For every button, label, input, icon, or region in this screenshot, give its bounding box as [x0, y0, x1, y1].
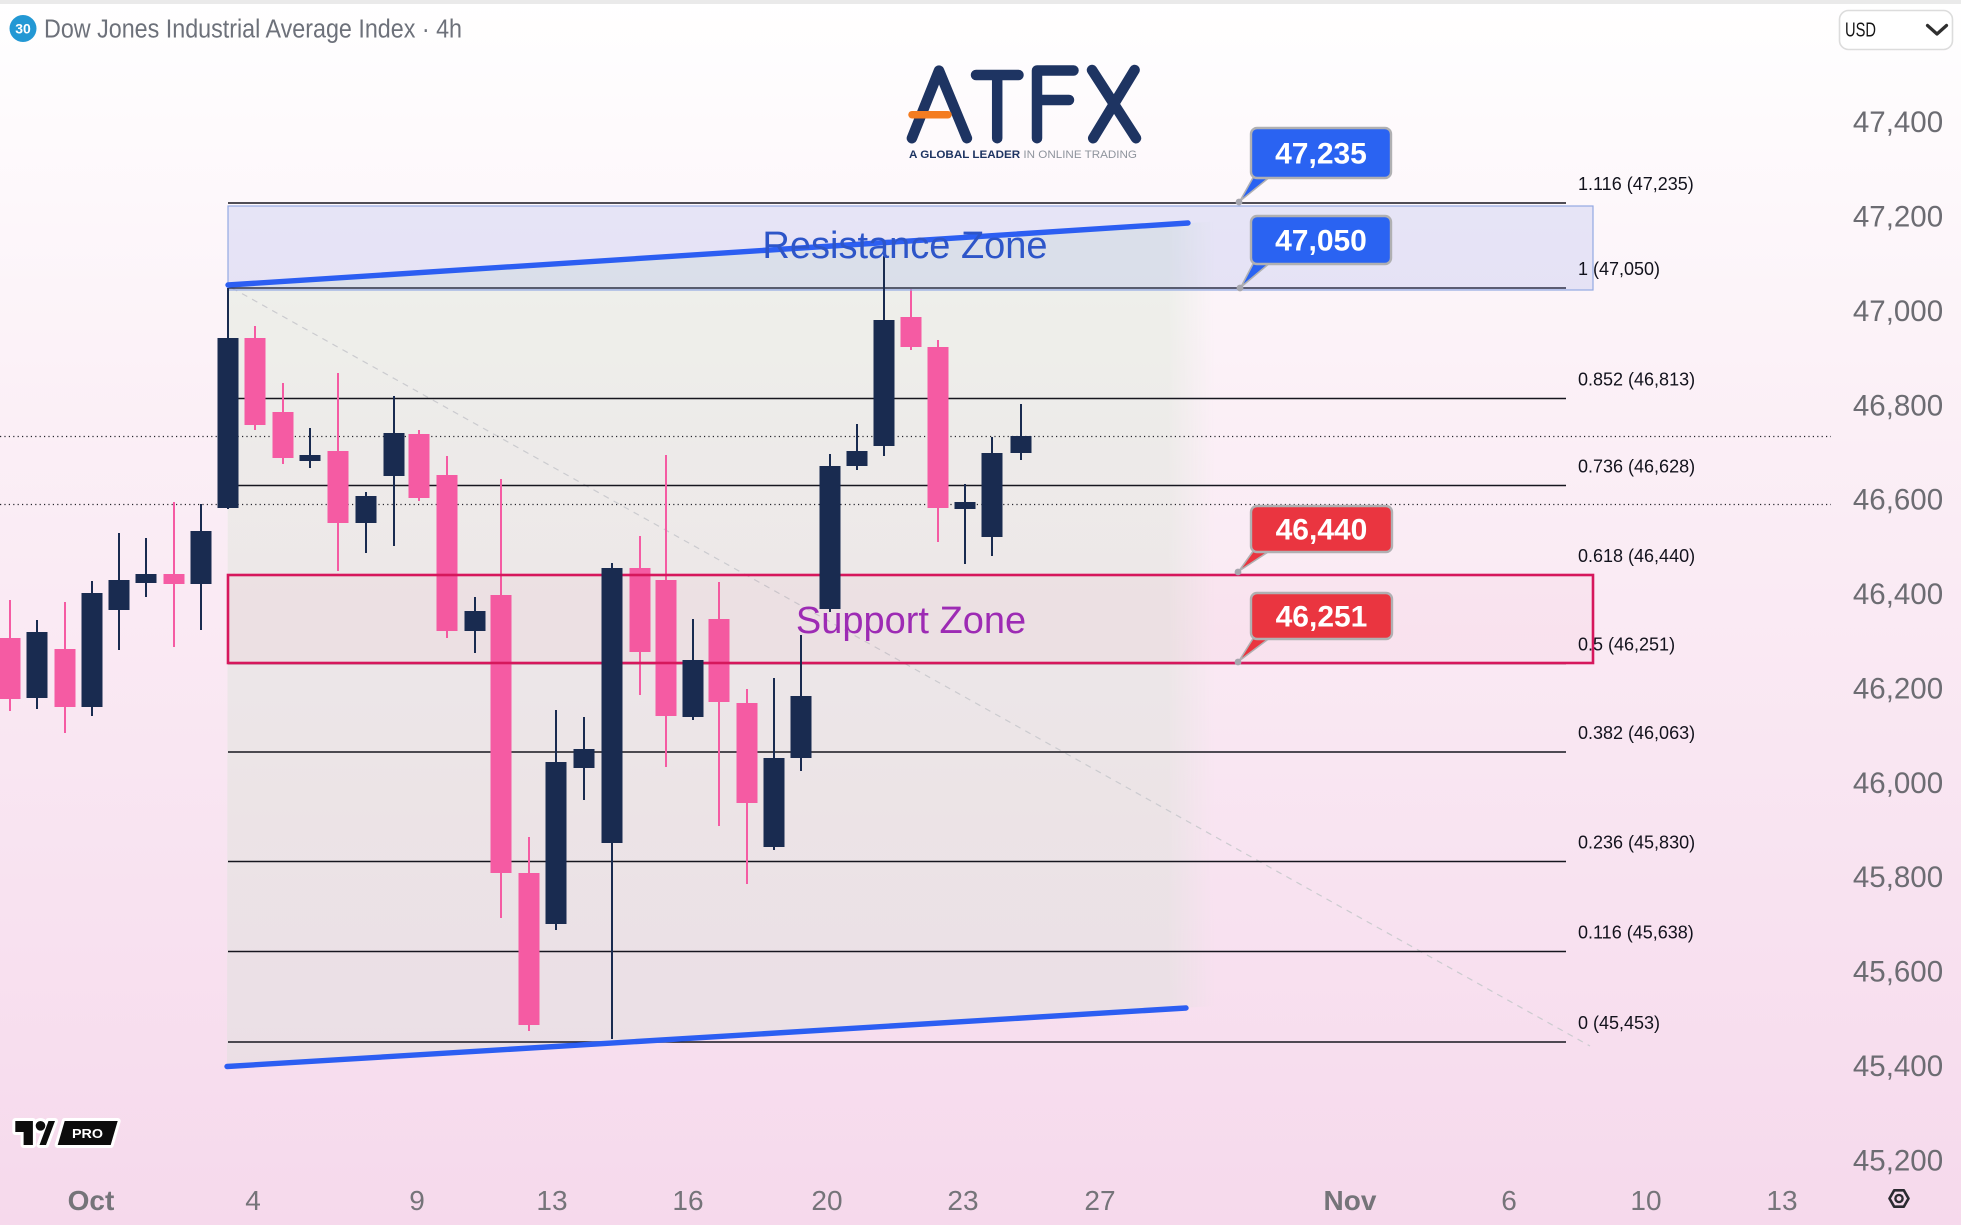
svg-text:Resistance Zone: Resistance Zone: [762, 225, 1047, 267]
svg-text:45,200: 45,200: [1853, 1144, 1943, 1177]
svg-text:47,400: 47,400: [1853, 106, 1943, 139]
svg-text:46,200: 46,200: [1853, 672, 1943, 705]
svg-text:1 (47,050): 1 (47,050): [1578, 259, 1660, 279]
svg-text:46,800: 46,800: [1853, 389, 1943, 422]
svg-text:45,400: 45,400: [1853, 1050, 1943, 1083]
svg-text:45,600: 45,600: [1853, 956, 1943, 989]
svg-text:23: 23: [947, 1185, 978, 1216]
svg-text:46,251: 46,251: [1276, 601, 1368, 634]
svg-text:4: 4: [245, 1185, 261, 1216]
svg-text:46,000: 46,000: [1853, 767, 1943, 800]
svg-text:Support Zone: Support Zone: [796, 600, 1026, 642]
svg-text:46,440: 46,440: [1276, 514, 1368, 547]
svg-text:46,400: 46,400: [1853, 578, 1943, 611]
svg-text:16: 16: [672, 1185, 703, 1216]
svg-text:47,050: 47,050: [1275, 225, 1367, 258]
svg-text:10: 10: [1630, 1185, 1661, 1216]
svg-text:27: 27: [1084, 1185, 1115, 1216]
svg-text:0.852 (46,813): 0.852 (46,813): [1578, 370, 1695, 390]
svg-text:0 (45,453): 0 (45,453): [1578, 1013, 1660, 1033]
svg-text:USD: USD: [1845, 19, 1876, 42]
svg-text:13: 13: [536, 1185, 567, 1216]
svg-text:Nov: Nov: [1324, 1185, 1377, 1216]
svg-text:A GLOBAL LEADER IN ONLINE TRAD: A GLOBAL LEADER IN ONLINE TRADING: [909, 149, 1137, 161]
svg-text:0.736 (46,628): 0.736 (46,628): [1578, 457, 1695, 477]
svg-text:47,235: 47,235: [1275, 138, 1367, 171]
svg-text:46,600: 46,600: [1853, 484, 1943, 517]
svg-text:Oct: Oct: [68, 1185, 115, 1216]
svg-text:30: 30: [15, 21, 31, 37]
svg-text:6: 6: [1501, 1185, 1517, 1216]
svg-text:0.116 (45,638): 0.116 (45,638): [1578, 923, 1694, 943]
svg-text:20: 20: [811, 1185, 842, 1216]
svg-text:1.116 (47,235): 1.116 (47,235): [1578, 174, 1694, 194]
svg-text:Dow Jones Industrial Average I: Dow Jones Industrial Average Index · 4h: [44, 16, 462, 44]
svg-text:PRO: PRO: [72, 1127, 103, 1141]
svg-text:0.618 (46,440): 0.618 (46,440): [1578, 546, 1695, 566]
svg-text:0.382 (46,063): 0.382 (46,063): [1578, 723, 1695, 743]
svg-text:0.236 (45,830): 0.236 (45,830): [1578, 833, 1695, 853]
svg-text:0.5 (46,251): 0.5 (46,251): [1578, 635, 1675, 655]
svg-text:9: 9: [409, 1185, 425, 1216]
svg-text:47,000: 47,000: [1853, 295, 1943, 328]
svg-text:45,800: 45,800: [1853, 861, 1943, 894]
svg-text:13: 13: [1766, 1185, 1797, 1216]
svg-text:47,200: 47,200: [1853, 201, 1943, 234]
